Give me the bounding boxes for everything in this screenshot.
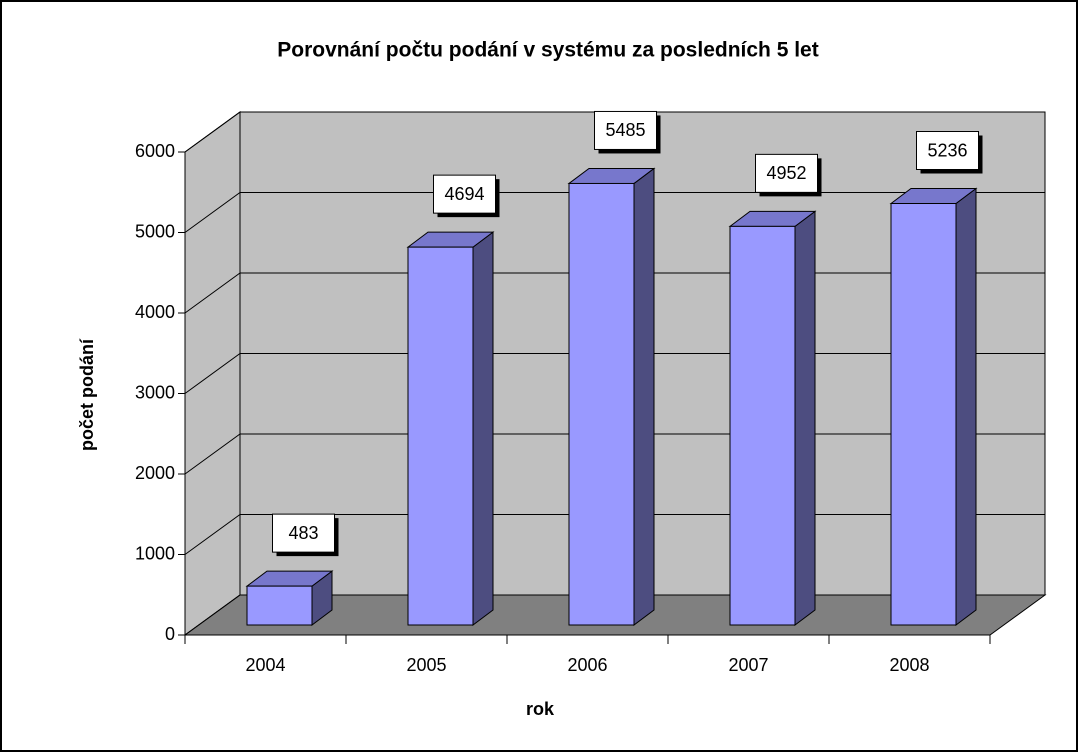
label-box <box>433 174 496 214</box>
x-tick-label: 2007 <box>728 655 768 675</box>
y-tick-label: 5000 <box>135 221 175 241</box>
bar <box>729 225 796 626</box>
y-tick-label: 1000 <box>135 543 175 563</box>
bar-side <box>472 231 494 626</box>
y-tick-label: 4000 <box>135 302 175 322</box>
bar <box>407 246 474 626</box>
x-tick-label: 2006 <box>567 655 607 675</box>
y-axis-label: počet podání <box>77 338 97 451</box>
y-tick-label: 2000 <box>135 463 175 483</box>
bar <box>568 182 635 626</box>
chart-title: Porovnání počtu podání v systému za posl… <box>277 39 818 62</box>
label-box <box>272 513 335 553</box>
bar-side <box>794 210 816 626</box>
grid-line <box>184 111 1045 153</box>
y-tick-label: 0 <box>165 624 175 644</box>
data-label: 5236 <box>927 140 967 160</box>
label-box <box>755 153 818 193</box>
bar <box>890 203 957 626</box>
data-label: 483 <box>288 523 318 543</box>
y-tick-label: 3000 <box>135 382 175 402</box>
y-tick-label: 6000 <box>135 141 175 161</box>
bar-side <box>633 167 655 626</box>
x-tick-label: 2008 <box>889 655 929 675</box>
label-box <box>594 110 657 150</box>
x-axis-label: rok <box>526 699 555 719</box>
bar <box>246 585 313 626</box>
data-label: 4952 <box>766 163 806 183</box>
x-tick-label: 2005 <box>406 655 446 675</box>
data-label: 4694 <box>444 184 484 204</box>
label-box <box>916 131 979 171</box>
bar-side <box>955 187 977 626</box>
data-label: 5485 <box>605 120 645 140</box>
x-tick-label: 2004 <box>245 655 285 675</box>
